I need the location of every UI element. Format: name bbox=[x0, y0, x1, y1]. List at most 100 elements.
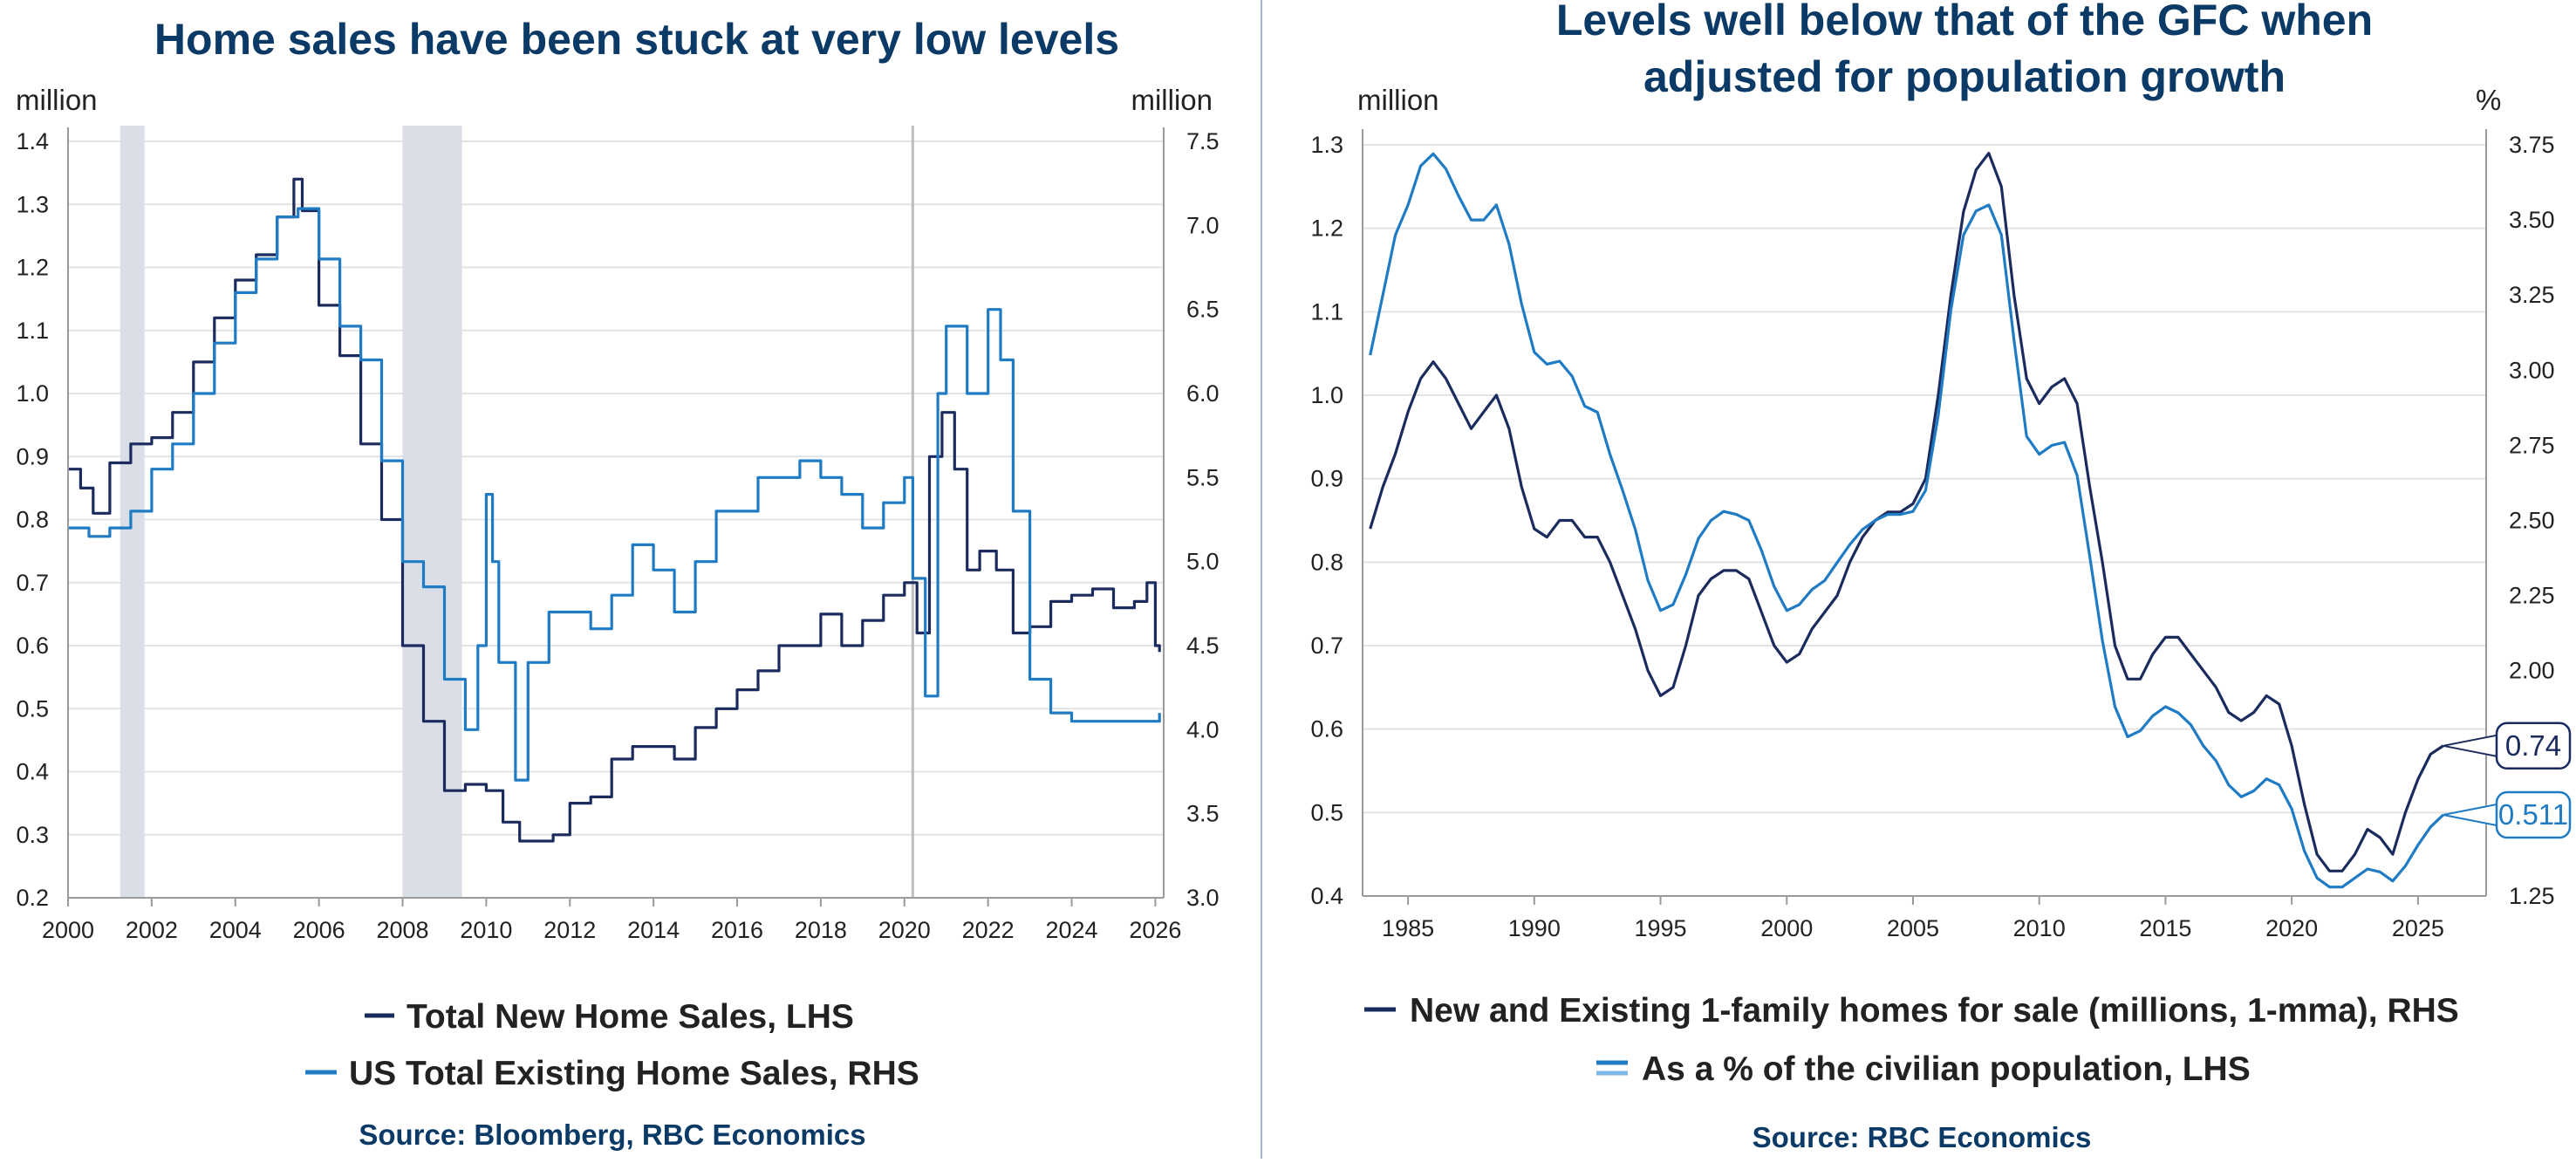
recession-band bbox=[402, 126, 462, 898]
x-tick-label: 2004 bbox=[209, 917, 262, 943]
x-tick-label: 2020 bbox=[878, 917, 931, 943]
legend-label-existing-home-sales: US Total Existing Home Sales, RHS bbox=[349, 1055, 919, 1092]
y-left-tick-label: 0.4 bbox=[1310, 883, 1343, 909]
x-tick-label: 2026 bbox=[1129, 917, 1181, 943]
x-tick-label: 1990 bbox=[1508, 915, 1561, 941]
y-right-tick-label: 3.0 bbox=[1186, 885, 1220, 911]
left-axis-unit: million bbox=[16, 84, 98, 116]
right-chart-title-line2: adjusted for population growth bbox=[1643, 52, 2286, 101]
left-y-left-ticks: 1.4 1.3 1.2 1.1 1.0 0.9 0.8 0.7 0.6 0.5 0.4 0.3 0.2 bbox=[16, 128, 49, 911]
x-tick-label: 2010 bbox=[2013, 915, 2066, 941]
left-gridlines bbox=[68, 140, 1164, 899]
y-right-tick-label: 3.75 bbox=[2509, 132, 2555, 158]
y-left-tick-label: 0.6 bbox=[16, 633, 49, 659]
y-left-tick-label: 1.2 bbox=[16, 255, 49, 281]
y-left-tick-label: 0.5 bbox=[16, 695, 49, 722]
y-left-tick-label: 1.0 bbox=[1310, 382, 1343, 408]
x-tick-label: 2022 bbox=[962, 917, 1015, 943]
y-left-tick-label: 0.8 bbox=[16, 507, 49, 533]
y-left-tick-label: 0.6 bbox=[1310, 716, 1343, 742]
callout-box bbox=[2495, 722, 2572, 770]
x-tick-label: 2005 bbox=[1887, 915, 1939, 941]
y-left-tick-label: 0.7 bbox=[16, 570, 49, 596]
y-left-tick-label: 0.8 bbox=[1310, 549, 1343, 575]
left-x-ticks: 2000 2002 2004 2006 2008 2010 2012 2014 2016 2018… bbox=[42, 898, 1181, 943]
y-left-tick-label: 1.3 bbox=[1310, 132, 1343, 158]
y-left-tick-label: 0.9 bbox=[16, 443, 49, 469]
legend-label-pct-population: As a % of the civilian population, LHS bbox=[1642, 1050, 2251, 1088]
legend-label-new-home-sales: Total New Home Sales, LHS bbox=[407, 998, 854, 1036]
x-tick-label: 2012 bbox=[543, 917, 596, 943]
x-tick-label: 1995 bbox=[1634, 915, 1686, 941]
series-line-primary bbox=[1369, 152, 2444, 872]
y-right-tick-label: 5.0 bbox=[1186, 549, 1220, 575]
left-axes bbox=[67, 127, 1165, 899]
right-axes bbox=[1362, 129, 2487, 897]
right-chart-left-unit: million bbox=[1357, 84, 1439, 116]
panel-divider bbox=[1261, 0, 1262, 1159]
callout-pointer bbox=[2443, 803, 2497, 827]
callout-value: 0.511 bbox=[2498, 798, 2568, 831]
callout-pointer bbox=[2443, 734, 2497, 758]
y-right-tick-label: 3.25 bbox=[2509, 282, 2555, 308]
y-right-tick-label: 2.00 bbox=[2509, 658, 2555, 684]
x-tick-label: 2025 bbox=[2392, 915, 2444, 941]
x-tick-label: 2016 bbox=[711, 917, 763, 943]
x-tick-label: 2010 bbox=[460, 917, 512, 943]
series-line-primary bbox=[68, 177, 1161, 843]
right-x-ticks: 1985 1990 1995 2000 2005 2010 2015 2020 2025 bbox=[1382, 896, 2444, 941]
left-series bbox=[68, 177, 1161, 843]
x-tick-label: 2002 bbox=[126, 917, 178, 943]
legend-label-homes-for-sale: New and Existing 1-family homes for sale… bbox=[1410, 992, 2459, 1030]
y-right-tick-label: 7.5 bbox=[1186, 128, 1220, 154]
right-chart-title-line1: Levels well below that of the GFC when bbox=[1556, 0, 2373, 44]
y-right-tick-label: 6.5 bbox=[1186, 297, 1220, 323]
left-chart-title: Home sales have been stuck at very low l… bbox=[154, 15, 1119, 64]
y-right-tick-label: 2.25 bbox=[2509, 583, 2555, 609]
y-right-tick-label: 6.0 bbox=[1186, 380, 1220, 407]
left-y-right-ticks: 7.5 7.0 6.5 6.0 5.5 5.0 4.5 4.0 3.5 3.0 bbox=[1186, 128, 1220, 911]
left-recession-bands bbox=[120, 126, 462, 898]
y-left-tick-label: 0.7 bbox=[1310, 633, 1343, 659]
y-right-tick-label: 7.0 bbox=[1186, 212, 1220, 238]
left-chart: Home sales have been stuck at very low l… bbox=[16, 15, 1220, 1151]
y-left-tick-label: 1.4 bbox=[16, 128, 49, 154]
x-tick-label: 2020 bbox=[2265, 915, 2318, 941]
y-left-tick-label: 1.3 bbox=[16, 191, 49, 217]
x-tick-label: 2000 bbox=[1760, 915, 1813, 941]
y-right-tick-label: 3.50 bbox=[2509, 207, 2555, 233]
y-left-tick-label: 0.2 bbox=[16, 885, 49, 911]
right-series bbox=[1369, 152, 2444, 889]
y-left-tick-label: 1.1 bbox=[1310, 298, 1343, 325]
right-last-value-callouts: 0.74 0.511 bbox=[2443, 722, 2572, 839]
right-axis-unit: million bbox=[1131, 84, 1213, 116]
y-left-tick-label: 0.9 bbox=[1310, 466, 1343, 492]
x-tick-label: 2006 bbox=[293, 917, 345, 943]
y-right-tick-label: 4.0 bbox=[1186, 716, 1220, 742]
right-y-left-ticks: 1.3 1.2 1.1 1.0 0.9 0.8 0.7 0.6 0.5 0.4 bbox=[1310, 132, 1343, 909]
right-chart: Levels well below that of the GFC when a… bbox=[1310, 0, 2572, 1153]
y-left-tick-label: 1.1 bbox=[16, 318, 49, 344]
y-right-tick-label: 5.5 bbox=[1186, 464, 1220, 490]
y-left-tick-label: 0.5 bbox=[1310, 799, 1343, 825]
x-tick-label: 2000 bbox=[42, 917, 94, 943]
y-left-tick-label: 0.4 bbox=[16, 759, 49, 785]
x-tick-label: 2024 bbox=[1045, 917, 1097, 943]
x-tick-label: 2014 bbox=[627, 917, 680, 943]
right-source: Source: RBC Economics bbox=[1753, 1121, 2092, 1153]
y-right-tick-label: 4.5 bbox=[1186, 633, 1220, 659]
y-right-tick-label: 2.50 bbox=[2509, 508, 2555, 534]
y-left-tick-label: 1.0 bbox=[16, 380, 49, 407]
right-chart-right-unit: % bbox=[2476, 84, 2501, 116]
y-right-tick-label: 1.25 bbox=[2509, 883, 2555, 909]
y-left-tick-label: 1.2 bbox=[1310, 215, 1343, 242]
y-right-tick-label: 3.5 bbox=[1186, 801, 1220, 827]
y-left-tick-label: 0.3 bbox=[16, 822, 49, 848]
series-line-secondary bbox=[1369, 152, 2444, 889]
series-line-secondary bbox=[68, 207, 1161, 782]
x-tick-label: 2015 bbox=[2139, 915, 2191, 941]
x-tick-label: 2018 bbox=[795, 917, 847, 943]
callout-value: 0.74 bbox=[2505, 729, 2561, 762]
x-tick-label: 1985 bbox=[1382, 915, 1434, 941]
